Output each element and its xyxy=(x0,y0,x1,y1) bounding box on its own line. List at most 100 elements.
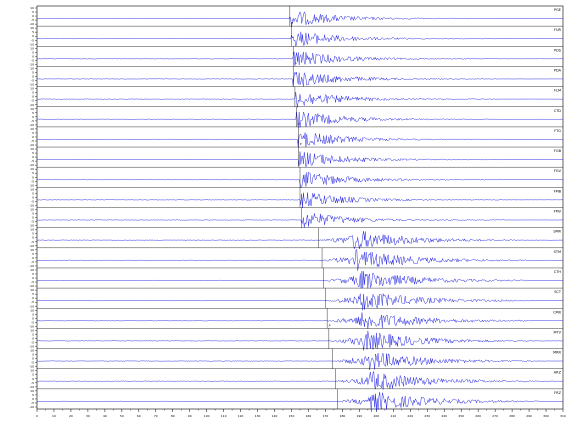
y-tick-label: -10 xyxy=(29,123,34,127)
phase-label: P xyxy=(300,142,302,146)
y-tick-label: 10 xyxy=(30,369,34,373)
x-tick-label: 240 xyxy=(441,414,447,418)
y-tick-label: 10 xyxy=(30,389,34,393)
y-tick-label: -10 xyxy=(29,345,34,349)
y-tick-label: 0 xyxy=(32,155,34,159)
waveform-trace xyxy=(36,51,564,66)
y-tick-label: 10 xyxy=(30,87,34,91)
y-tick-label: 0 xyxy=(32,397,34,401)
waveform-trace xyxy=(36,132,564,148)
y-tick-label: 10 xyxy=(30,46,34,50)
y-tick-label: 0 xyxy=(32,95,34,99)
station-label: SMR xyxy=(553,230,561,234)
x-tick-label: 260 xyxy=(475,414,481,418)
y-tick-label: -5 xyxy=(31,300,34,304)
x-tick-label: 280 xyxy=(509,414,515,418)
y-tick-label: 5 xyxy=(32,353,34,357)
y-tick-label: 10 xyxy=(30,167,34,171)
waveform-trace xyxy=(36,271,564,289)
y-tick-label: -10 xyxy=(29,385,34,389)
x-tick-label: 140 xyxy=(272,414,278,418)
y-tick-label: -10 xyxy=(29,224,34,228)
waveform-trace xyxy=(36,92,564,108)
x-tick-label: 230 xyxy=(424,414,430,418)
station-label: FMV xyxy=(554,210,562,214)
waveform-trace xyxy=(36,371,564,390)
waveform-trace xyxy=(36,330,564,351)
y-tick-label: 5 xyxy=(32,30,34,34)
x-tick-label: 20 xyxy=(69,414,73,418)
y-tick-label: -10 xyxy=(29,143,34,147)
phase-label: P xyxy=(329,323,331,327)
waveform-trace xyxy=(36,151,563,168)
y-tick-label: -10 xyxy=(29,22,34,26)
y-tick-label: 5 xyxy=(32,232,34,236)
y-tick-label: -10 xyxy=(29,83,34,87)
y-tick-label: 5 xyxy=(32,50,34,54)
station-label: SCT xyxy=(554,290,562,294)
y-tick-label: 0 xyxy=(32,256,34,260)
station-label: FGV xyxy=(554,169,562,173)
y-tick-label: -5 xyxy=(31,79,34,83)
station-label: FUR xyxy=(554,28,562,32)
x-tick-label: 250 xyxy=(458,414,464,418)
y-tick-label: -5 xyxy=(31,361,34,365)
y-tick-label: -5 xyxy=(31,341,34,345)
x-tick-label: 40 xyxy=(103,414,107,418)
y-tick-label: 10 xyxy=(30,208,34,212)
x-tick-label: 50 xyxy=(120,414,124,418)
y-tick-label: 0 xyxy=(32,135,34,139)
y-tick-label: -5 xyxy=(31,159,34,163)
x-tick-label: 120 xyxy=(238,414,244,418)
y-tick-label: 5 xyxy=(32,191,34,195)
station-label: FRZ xyxy=(554,391,561,395)
x-tick-label: 270 xyxy=(492,414,498,418)
x-tick-label: 10 xyxy=(52,414,56,418)
station-label: STM xyxy=(554,250,561,254)
x-tick-label: 300 xyxy=(543,414,549,418)
y-tick-label: -5 xyxy=(31,401,34,405)
y-tick-label: -5 xyxy=(31,119,34,123)
station-label: FGB xyxy=(554,149,562,153)
station-label: FMB xyxy=(554,189,562,193)
phase-label: P xyxy=(298,122,300,126)
x-tick-label: 190 xyxy=(357,414,363,418)
y-tick-label: 5 xyxy=(32,312,34,316)
y-tick-label: 0 xyxy=(32,54,34,58)
x-tick-label: 220 xyxy=(407,414,413,418)
y-tick-label: -5 xyxy=(31,240,34,244)
x-tick-label: 110 xyxy=(221,414,227,418)
y-tick-label: 10 xyxy=(30,268,34,272)
y-tick-label: -5 xyxy=(31,199,34,203)
x-tick-label: 80 xyxy=(171,414,175,418)
x-tick-label: 130 xyxy=(255,414,261,418)
x-tick-label: 210 xyxy=(390,414,396,418)
waveform-trace xyxy=(36,293,564,311)
y-tick-label: -10 xyxy=(29,284,34,288)
y-tick-label: -5 xyxy=(31,18,34,22)
phase-label: P xyxy=(295,61,297,65)
x-tick-label: 170 xyxy=(323,414,329,418)
x-tick-label: 290 xyxy=(526,414,532,418)
waveform-trace xyxy=(36,11,564,27)
station-label: PGE xyxy=(554,8,561,12)
y-tick-label: -10 xyxy=(29,62,34,66)
x-tick-label: 30 xyxy=(86,414,90,418)
y-tick-label: 5 xyxy=(32,10,34,14)
y-tick-label: -10 xyxy=(29,365,34,369)
y-tick-label: -10 xyxy=(29,324,34,328)
waveform-trace xyxy=(36,213,564,228)
y-tick-label: 10 xyxy=(30,308,34,312)
y-tick-label: 5 xyxy=(32,212,34,216)
x-tick-label: 90 xyxy=(188,414,192,418)
y-tick-label: -5 xyxy=(31,220,34,224)
station-label: MTV xyxy=(553,330,561,334)
phase-label: P xyxy=(291,21,293,25)
waveform-trace xyxy=(36,111,564,128)
y-tick-label: 5 xyxy=(32,252,34,256)
x-tick-label: 180 xyxy=(340,414,346,418)
y-tick-label: 10 xyxy=(30,187,34,191)
station-label: CTD xyxy=(554,109,562,113)
y-tick-label: 0 xyxy=(32,115,34,119)
station-label: CMR xyxy=(553,310,561,314)
